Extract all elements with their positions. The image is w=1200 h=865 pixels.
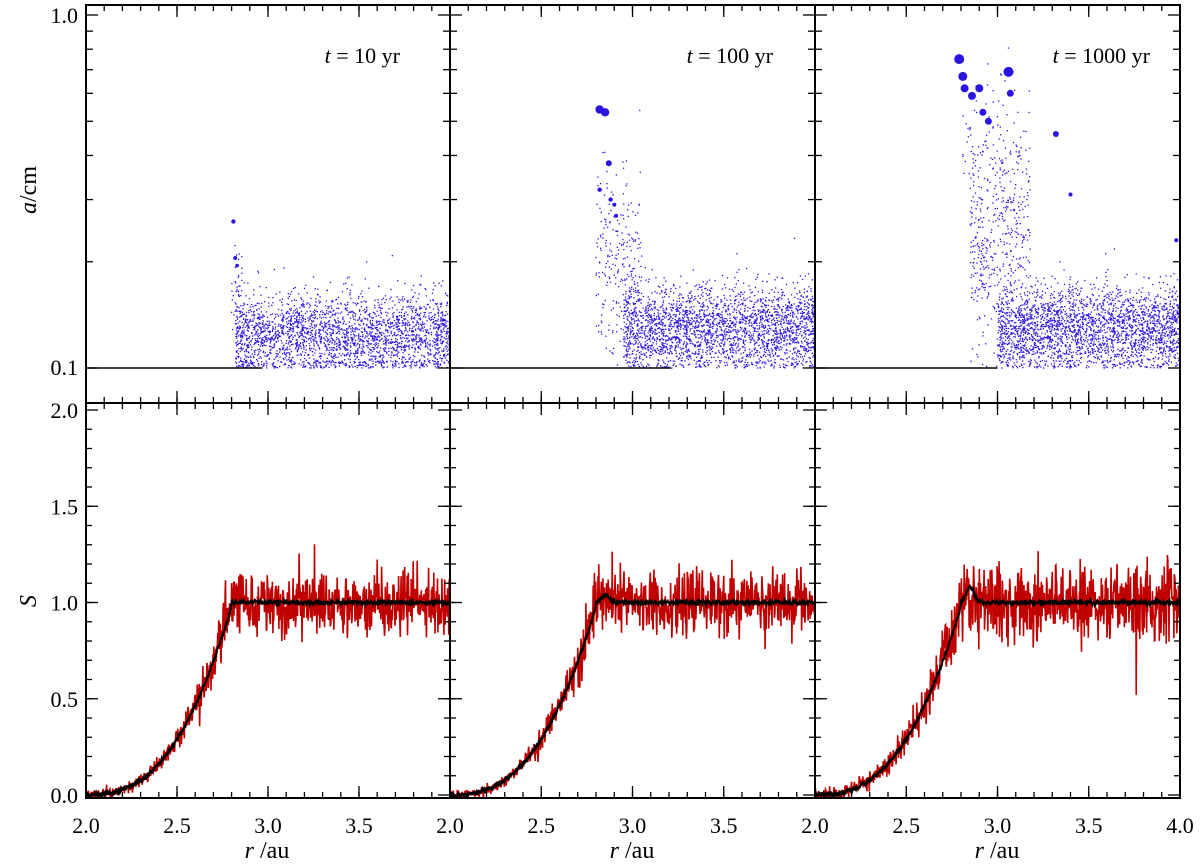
scatter-highlight-3-8 <box>1003 66 1014 77</box>
scatter-cluster-2-1 <box>622 237 815 369</box>
x-tick-label-3-2: 2.5 <box>893 813 921 838</box>
scatter-highlight-1-3 <box>235 263 239 268</box>
x-tick-label-3-5: 4.0 <box>1166 813 1194 838</box>
x-axis-label-2: r /au <box>610 838 655 864</box>
bottom-panel-3: 2.0 2.5 3.0 3.5 4.0 <box>801 402 1194 838</box>
scatter-highlight-3-7 <box>984 117 992 125</box>
x-tick-label-1-3: 3.0 <box>254 813 282 838</box>
x-axis-label-3: r /au <box>975 838 1020 864</box>
scatter-highlight-3-9 <box>1006 89 1014 97</box>
scatter-cluster-3-2 <box>969 47 1031 369</box>
scatter-highlight-3-5 <box>975 84 984 93</box>
scatter-highlight-3-3 <box>960 84 969 93</box>
scatter-highlight-2-6 <box>612 202 617 207</box>
y-tick-label-top-1: 0.1 <box>51 355 79 380</box>
scatter-cluster-3-1 <box>996 248 1180 369</box>
panel-label-3: t = 1000 yr <box>1053 43 1151 68</box>
scatter-highlight-1-2 <box>233 256 238 260</box>
x-tick-label-2-4: 3.5 <box>710 813 738 838</box>
bottom-ticks-3 <box>814 403 1181 798</box>
x-tick-label-1-2: 2.5 <box>163 813 191 838</box>
series-raw-2 <box>450 551 815 798</box>
bottom-panel-2: 2.0 2.5 3.0 3.5 <box>436 402 816 838</box>
series-raw-1 <box>86 544 450 798</box>
x-tick-label-2-3: 3.0 <box>619 813 647 838</box>
y-axis-label-bottom: S <box>16 595 42 607</box>
bottom-panel-1: 2.0 2.5 3.0 3.5 <box>72 402 451 838</box>
series-smooth-1 <box>86 596 450 798</box>
x-tick-label-2-1: 2.0 <box>436 813 464 838</box>
top-y-ticks-2 <box>449 5 816 403</box>
scatter-cluster-3-3 <box>962 84 998 201</box>
series-smooth-3 <box>815 583 1180 798</box>
scatter-cluster-1-2 <box>231 244 243 341</box>
scatter-points-1 <box>231 219 450 369</box>
x-axis-label-1: r /au <box>245 838 290 864</box>
scatter-highlight-1-1 <box>231 219 236 224</box>
series-raw-3 <box>815 551 1180 798</box>
scatter-highlight-3-12 <box>1174 238 1179 243</box>
x-tick-label-3-3: 3.0 <box>984 813 1012 838</box>
x-tick-label-3-4: 3.5 <box>1075 813 1103 838</box>
x-tick-label-3-1: 2.0 <box>801 813 829 838</box>
scatter-highlight-3-6 <box>979 108 987 116</box>
bottom-row-panels: 2.0 2.5 3.0 3.5 2.0 2.5 3.0 3.5 2.0 2.5 3.0 3.5 4.0 <box>72 402 1194 838</box>
scatter-points-2 <box>595 105 815 369</box>
scatter-highlight-3-1 <box>954 54 965 65</box>
scatter-highlight-2-3 <box>605 160 612 167</box>
scatter-highlight-3-10 <box>1052 131 1059 137</box>
y-axis-label-top: a/cm <box>16 166 42 214</box>
y-tick-label-bottom-5: 2.0 <box>51 398 79 423</box>
x-tick-label-1-4: 3.5 <box>345 813 373 838</box>
scatter-highlight-3-2 <box>958 71 968 81</box>
scatter-highlight-2-5 <box>608 197 613 202</box>
scatter-points-3 <box>954 47 1180 369</box>
x-tick-label-2-2: 2.5 <box>528 813 556 838</box>
x-tick-label-1-1: 2.0 <box>72 813 100 838</box>
scatter-highlight-3-4 <box>968 91 976 100</box>
panel-label-2: t = 100 yr <box>687 43 774 68</box>
y-tick-label-bottom-1: 0.0 <box>51 783 79 808</box>
scatter-highlight-3-11 <box>1068 192 1073 197</box>
y-tick-label-bottom-2: 0.5 <box>51 687 79 712</box>
top-panel-3 <box>814 4 1181 404</box>
series-smooth-2 <box>450 592 815 798</box>
y-tick-label-bottom-4: 1.5 <box>51 494 79 519</box>
y-tick-label-top-2: 1.0 <box>51 3 79 28</box>
scatter-highlight-2-4 <box>597 187 602 192</box>
scatter-cluster-2-2 <box>595 109 643 368</box>
y-tick-label-bottom-3: 1.0 <box>51 591 79 616</box>
top-row-panels <box>85 4 1181 404</box>
scatter-highlight-2-7 <box>614 213 619 218</box>
scatter-highlight-2-2 <box>600 108 610 117</box>
y-tick-labels: 0.1 1.0 0.0 0.5 1.0 1.5 2.0 <box>51 3 79 808</box>
panel-label-1: t = 10 yr <box>325 43 401 68</box>
scatter-cluster-1-1 <box>234 255 450 369</box>
